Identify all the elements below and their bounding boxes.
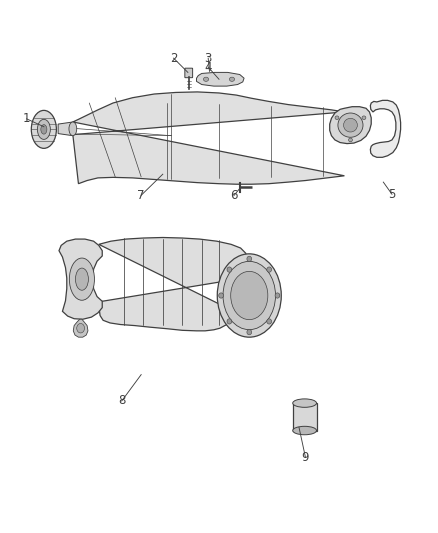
Ellipse shape	[32, 110, 57, 148]
Text: 2: 2	[170, 52, 177, 64]
Ellipse shape	[267, 319, 272, 324]
Polygon shape	[371, 100, 401, 157]
Text: 7: 7	[138, 189, 145, 202]
Ellipse shape	[69, 122, 77, 136]
Text: 1: 1	[23, 112, 30, 125]
Ellipse shape	[335, 116, 339, 119]
Text: 4: 4	[205, 61, 212, 74]
Polygon shape	[73, 319, 88, 337]
Ellipse shape	[223, 261, 276, 330]
Text: 8: 8	[118, 394, 125, 408]
FancyBboxPatch shape	[293, 403, 317, 431]
Text: 5: 5	[389, 188, 396, 201]
Ellipse shape	[275, 293, 280, 298]
Ellipse shape	[247, 329, 252, 335]
Ellipse shape	[75, 268, 88, 290]
Ellipse shape	[349, 138, 353, 142]
Polygon shape	[73, 92, 344, 184]
Ellipse shape	[343, 118, 357, 132]
Polygon shape	[330, 107, 371, 143]
Polygon shape	[99, 238, 247, 331]
Ellipse shape	[230, 77, 235, 82]
Ellipse shape	[231, 271, 268, 320]
Ellipse shape	[267, 267, 272, 272]
Ellipse shape	[37, 119, 50, 140]
Ellipse shape	[227, 319, 232, 324]
Ellipse shape	[338, 113, 363, 138]
Ellipse shape	[293, 426, 317, 435]
Polygon shape	[58, 122, 73, 136]
Text: 3: 3	[205, 52, 212, 64]
Ellipse shape	[293, 399, 317, 407]
Ellipse shape	[227, 267, 232, 272]
Text: 9: 9	[302, 451, 309, 464]
Ellipse shape	[69, 258, 95, 300]
Ellipse shape	[41, 125, 47, 134]
Ellipse shape	[217, 254, 281, 337]
Polygon shape	[197, 72, 244, 86]
Ellipse shape	[77, 324, 85, 333]
FancyBboxPatch shape	[185, 68, 193, 78]
Ellipse shape	[203, 77, 208, 82]
Ellipse shape	[362, 116, 366, 119]
Text: 6: 6	[230, 189, 238, 202]
Ellipse shape	[219, 293, 223, 298]
Ellipse shape	[247, 256, 252, 262]
Polygon shape	[59, 239, 102, 319]
